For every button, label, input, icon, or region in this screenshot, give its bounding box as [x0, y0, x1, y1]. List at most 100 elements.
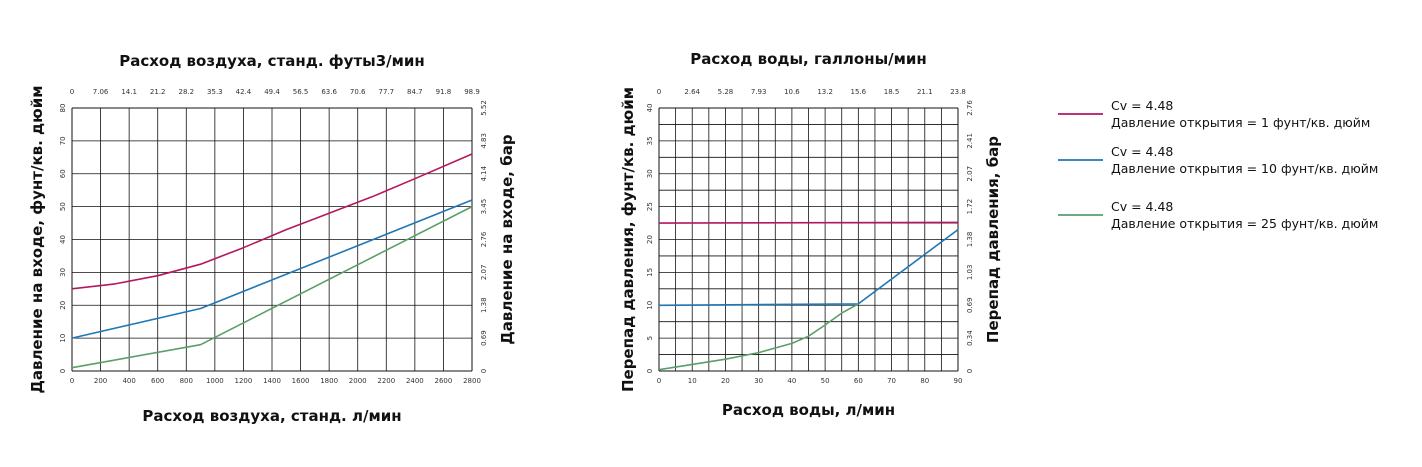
y2-tick-label: 2.07: [966, 166, 974, 182]
x2-tick-label: 7.93: [751, 88, 767, 96]
legend-label-line2: Давление открытия = 25 фунт/кв. дюйм: [1111, 216, 1378, 231]
legend-item: Cv = 4.48 Давление открытия = 1 фунт/кв. …: [1058, 98, 1370, 130]
x2-tick-label: 84.7: [407, 88, 423, 96]
x-tick-label: 1600: [292, 377, 310, 385]
x2-tick-label: 56.5: [293, 88, 309, 96]
series-line-1: [658, 221, 959, 224]
y2-tick-label: 0: [480, 369, 488, 373]
x2-tick-label: 70.6: [350, 88, 366, 96]
y2-tick-label: 0: [966, 369, 974, 373]
x2-tick-label: 0: [70, 88, 74, 96]
y-tick-label: 20: [646, 235, 654, 244]
series-line-3: [71, 205, 473, 369]
legend-item: Cv = 4.48 Давление открытия = 10 фунт/кв.…: [1058, 144, 1378, 176]
y2-axis-label: Перепад давления, бар: [984, 136, 1002, 343]
legend-label-line2: Давление открытия = 10 фунт/кв. дюйм: [1111, 161, 1378, 176]
y2-tick-label: 2.76: [480, 231, 488, 247]
y2-tick-label: 0.69: [966, 297, 974, 313]
y-tick-label: 80: [59, 104, 67, 113]
y-tick-label: 70: [59, 136, 67, 145]
x-tick-label: 90: [954, 377, 963, 385]
x-tick-label: 0: [657, 377, 661, 385]
x-tick-label: 30: [754, 377, 763, 385]
x-tick-label: 50: [821, 377, 830, 385]
x2-tick-label: 7.06: [93, 88, 109, 96]
x2-tick-label: 91.8: [436, 88, 452, 96]
x2-tick-label: 35.3: [207, 88, 223, 96]
y-tick-label: 10: [59, 334, 67, 343]
x-tick-label: 1800: [320, 377, 338, 385]
x2-tick-label: 5.28: [718, 88, 734, 96]
y2-axis-label: Давление на входе, бар: [498, 134, 516, 344]
x-tick-label: 2600: [435, 377, 453, 385]
y2-tick-label: 2.41: [966, 133, 974, 149]
legend-label-line2: Давление открытия = 1 фунт/кв. дюйм: [1111, 115, 1370, 130]
x-tick-label: 1400: [263, 377, 281, 385]
y2-tick-label: 1.38: [480, 297, 488, 313]
x2-tick-label: 23.8: [950, 88, 966, 96]
legend: Cv = 4.48 Давление открытия = 1 фунт/кв. …: [1058, 98, 1378, 231]
x2-tick-label: 15.6: [851, 88, 867, 96]
y-tick-label: 15: [646, 268, 654, 277]
x2-tick-label: 63.6: [321, 88, 337, 96]
x2-tick-label: 77.7: [378, 88, 394, 96]
y-axis-label: Перепад давления, фунт/кв. дюйм: [619, 87, 637, 392]
y-tick-label: 30: [59, 268, 67, 277]
x-axis-label: Расход воды, л/мин: [722, 401, 895, 419]
series-line-2: [71, 199, 473, 339]
y-tick-label: 10: [646, 301, 654, 310]
x-tick-label: 2400: [406, 377, 424, 385]
chart-title: Расход воды, галлоны/мин: [690, 50, 927, 68]
y2-tick-label: 2.76: [966, 100, 974, 116]
y-tick-label: 20: [59, 301, 67, 310]
y-tick-label: 35: [646, 136, 654, 145]
chart-2: Расход воды, галлоны/мин Расход воды, л/м…: [619, 50, 1002, 419]
chart-1: Расход воздуха, станд. футы3/мин Расход в…: [28, 52, 516, 425]
x-tick-label: 60: [854, 377, 863, 385]
x-tick-label: 2800: [463, 377, 481, 385]
y2-tick-label: 4.14: [480, 165, 488, 181]
chart-title: Расход воздуха, станд. футы3/мин: [119, 52, 425, 70]
x2-tick-label: 0: [657, 88, 661, 96]
x-tick-label: 800: [180, 377, 193, 385]
y-tick-label: 60: [59, 169, 67, 178]
y2-tick-label: 5.52: [480, 100, 488, 116]
x2-tick-label: 13.2: [817, 88, 833, 96]
y2-tick-label: 2.07: [480, 265, 488, 281]
y-tick-label: 40: [59, 235, 67, 244]
legend-label-line1: Cv = 4.48: [1111, 144, 1173, 159]
y2-tick-label: 4.83: [480, 133, 488, 149]
y-tick-label: 25: [646, 202, 654, 211]
y2-tick-label: 1.72: [966, 199, 974, 215]
x2-tick-label: 2.64: [684, 88, 700, 96]
y-tick-label: 40: [646, 104, 654, 113]
y2-tick-label: 3.45: [480, 199, 488, 215]
y2-tick-label: 1.03: [966, 265, 974, 281]
legend-label-line1: Cv = 4.48: [1111, 98, 1173, 113]
series-line-1: [71, 153, 473, 290]
y2-tick-label: 0.34: [966, 330, 974, 346]
x-tick-label: 2200: [377, 377, 395, 385]
x-tick-label: 400: [122, 377, 135, 385]
x2-tick-label: 14.1: [121, 88, 137, 96]
series-line-3: [658, 303, 859, 371]
x-tick-label: 200: [94, 377, 107, 385]
x2-tick-label: 98.9: [464, 88, 480, 96]
x2-tick-label: 28.2: [178, 88, 194, 96]
x2-tick-label: 49.4: [264, 88, 280, 96]
x-tick-label: 1200: [235, 377, 253, 385]
x2-tick-label: 21.1: [917, 88, 933, 96]
y-tick-label: 30: [646, 169, 654, 178]
x-tick-label: 70: [887, 377, 896, 385]
legend-item: Cv = 4.48 Давление открытия = 25 фунт/кв.…: [1058, 199, 1378, 231]
x-tick-label: 0: [70, 377, 74, 385]
x-tick-label: 80: [920, 377, 929, 385]
y2-tick-label: 1.38: [966, 232, 974, 248]
x2-tick-label: 18.5: [884, 88, 900, 96]
x-tick-label: 20: [721, 377, 730, 385]
x-tick-label: 2000: [349, 377, 367, 385]
x2-tick-label: 10.6: [784, 88, 800, 96]
y-tick-label: 0: [59, 369, 67, 373]
y-tick-label: 0: [646, 369, 654, 373]
